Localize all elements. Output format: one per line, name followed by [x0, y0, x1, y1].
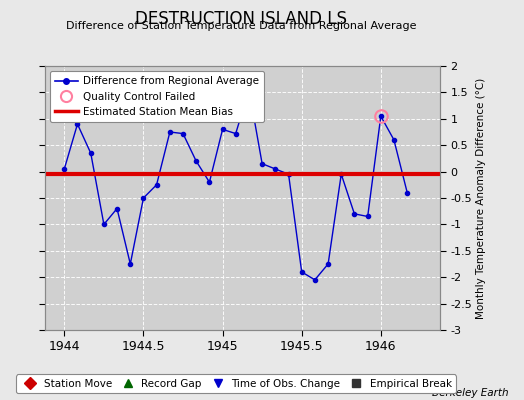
Legend: Difference from Regional Average, Quality Control Failed, Estimated Station Mean: Difference from Regional Average, Qualit… [50, 71, 264, 122]
Text: Berkeley Earth: Berkeley Earth [432, 388, 508, 398]
Y-axis label: Monthly Temperature Anomaly Difference (°C): Monthly Temperature Anomaly Difference (… [476, 77, 486, 319]
Text: DESTRUCTION ISLAND LS: DESTRUCTION ISLAND LS [135, 10, 347, 28]
Legend: Station Move, Record Gap, Time of Obs. Change, Empirical Break: Station Move, Record Gap, Time of Obs. C… [16, 374, 456, 393]
Text: Difference of Station Temperature Data from Regional Average: Difference of Station Temperature Data f… [66, 21, 416, 31]
